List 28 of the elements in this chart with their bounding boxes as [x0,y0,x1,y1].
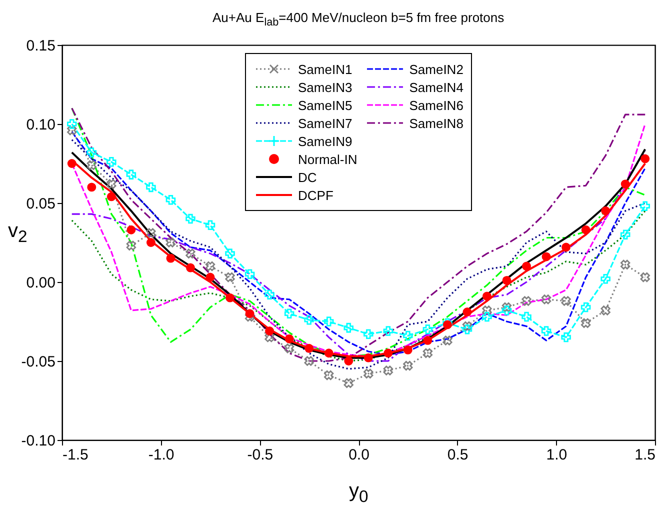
legend-label: SameIN5 [298,98,352,112]
legend-label: Normal-IN [298,152,358,166]
x-tick-label: 0.5 [447,446,468,464]
x-tick-label: -0.5 [247,446,274,464]
x-axis-title: y$_{0}$ [349,480,368,507]
y-tick-label: -0.10 [21,432,56,450]
legend-label: DCPF [298,188,334,202]
y-tick-label: 0.00 [26,274,56,292]
y-tick-label: 0.15 [26,38,56,54]
legend-label: SameIN9 [298,134,352,148]
chart-title: Au+Au E$_{lab}$=400 MeV/nucleon b=5 fm free protons [212,10,504,29]
x-tick-label: 1.0 [546,446,568,464]
legend-label: SameIN8 [409,116,464,130]
y-tick-label: 0.10 [26,116,56,134]
legend-label: SameIN7 [298,116,352,130]
legend-label: DC [298,170,317,184]
legend-label: SameIN6 [409,98,464,112]
x-tick-label: -1.0 [148,446,174,464]
y-axis-title: v$_{2}$ [8,220,28,247]
legend-label: SameIN1 [298,62,352,76]
legend-label: SameIN2 [409,62,464,76]
legend-label: SameIN4 [409,80,464,94]
x-tick-label: 0.0 [348,446,370,464]
x-tick-label: -1.5 [62,446,88,464]
x-tick-label: 1.5 [634,446,656,464]
legend-label: SameIN3 [298,80,352,94]
y-tick-label: -0.05 [21,354,56,370]
y-tick-label: 0.05 [26,196,56,212]
